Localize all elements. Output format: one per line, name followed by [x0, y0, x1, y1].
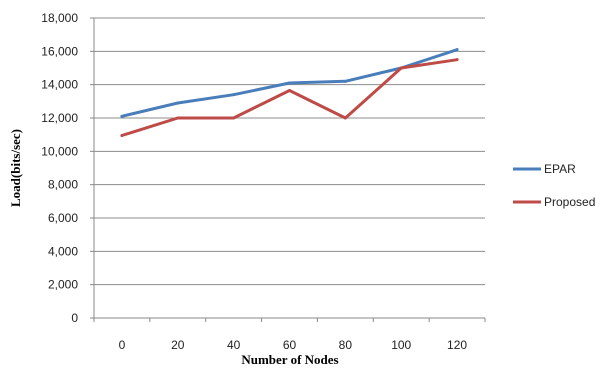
x-tick-label: 40: [227, 338, 241, 352]
x-tick-label: 60: [283, 338, 297, 352]
series-line-proposed: [120, 58, 459, 137]
y-tick-label: 8,000: [48, 178, 78, 192]
data-point-proposed: [232, 116, 236, 120]
data-point-proposed: [399, 66, 403, 70]
x-tick-label: 0: [119, 338, 126, 352]
data-point-proposed: [455, 58, 459, 62]
legend-label: EPAR: [544, 162, 576, 176]
x-tick-label: 80: [339, 338, 353, 352]
data-point-epar: [120, 114, 124, 118]
y-tick-labels: 0 2,000 4,000 6,000 8,000 10,000 12,000 14,000 1…: [41, 11, 78, 325]
y-tick-label: 12,000: [41, 111, 78, 125]
x-tick-label: 120: [447, 338, 467, 352]
axes: [93, 18, 485, 319]
legend-label: Proposed: [544, 195, 595, 209]
y-tick-label: 2,000: [48, 278, 78, 292]
y-tick-label: 4,000: [48, 244, 78, 258]
y-tick-label: 10,000: [41, 144, 78, 158]
x-tick-label: 20: [171, 338, 185, 352]
y-tick-label: 6,000: [48, 211, 78, 225]
data-point-proposed: [343, 116, 347, 120]
legend: EPAR Proposed: [513, 162, 595, 209]
y-tick-label: 0: [71, 311, 78, 325]
series-lines: [120, 48, 459, 137]
y-tick-label: 18,000: [41, 11, 78, 25]
data-point-epar: [288, 81, 291, 85]
data-point-proposed: [120, 134, 124, 137]
data-point-epar: [232, 93, 236, 97]
gridlines: [90, 17, 486, 322]
data-point-proposed: [176, 116, 180, 120]
y-tick-label: 16,000: [41, 44, 78, 58]
data-point-epar: [455, 48, 459, 52]
x-axis-title: Number of Nodes: [241, 352, 338, 367]
x-tick-labels: 0 20 40 60 80 100 120: [119, 338, 468, 352]
data-point-epar: [176, 101, 180, 105]
data-point-epar: [343, 79, 347, 83]
x-tick-label: 100: [391, 338, 411, 352]
data-point-proposed: [288, 89, 291, 92]
y-tick-label: 14,000: [41, 78, 78, 92]
y-axis-title: Load(bits/sec): [8, 129, 23, 207]
